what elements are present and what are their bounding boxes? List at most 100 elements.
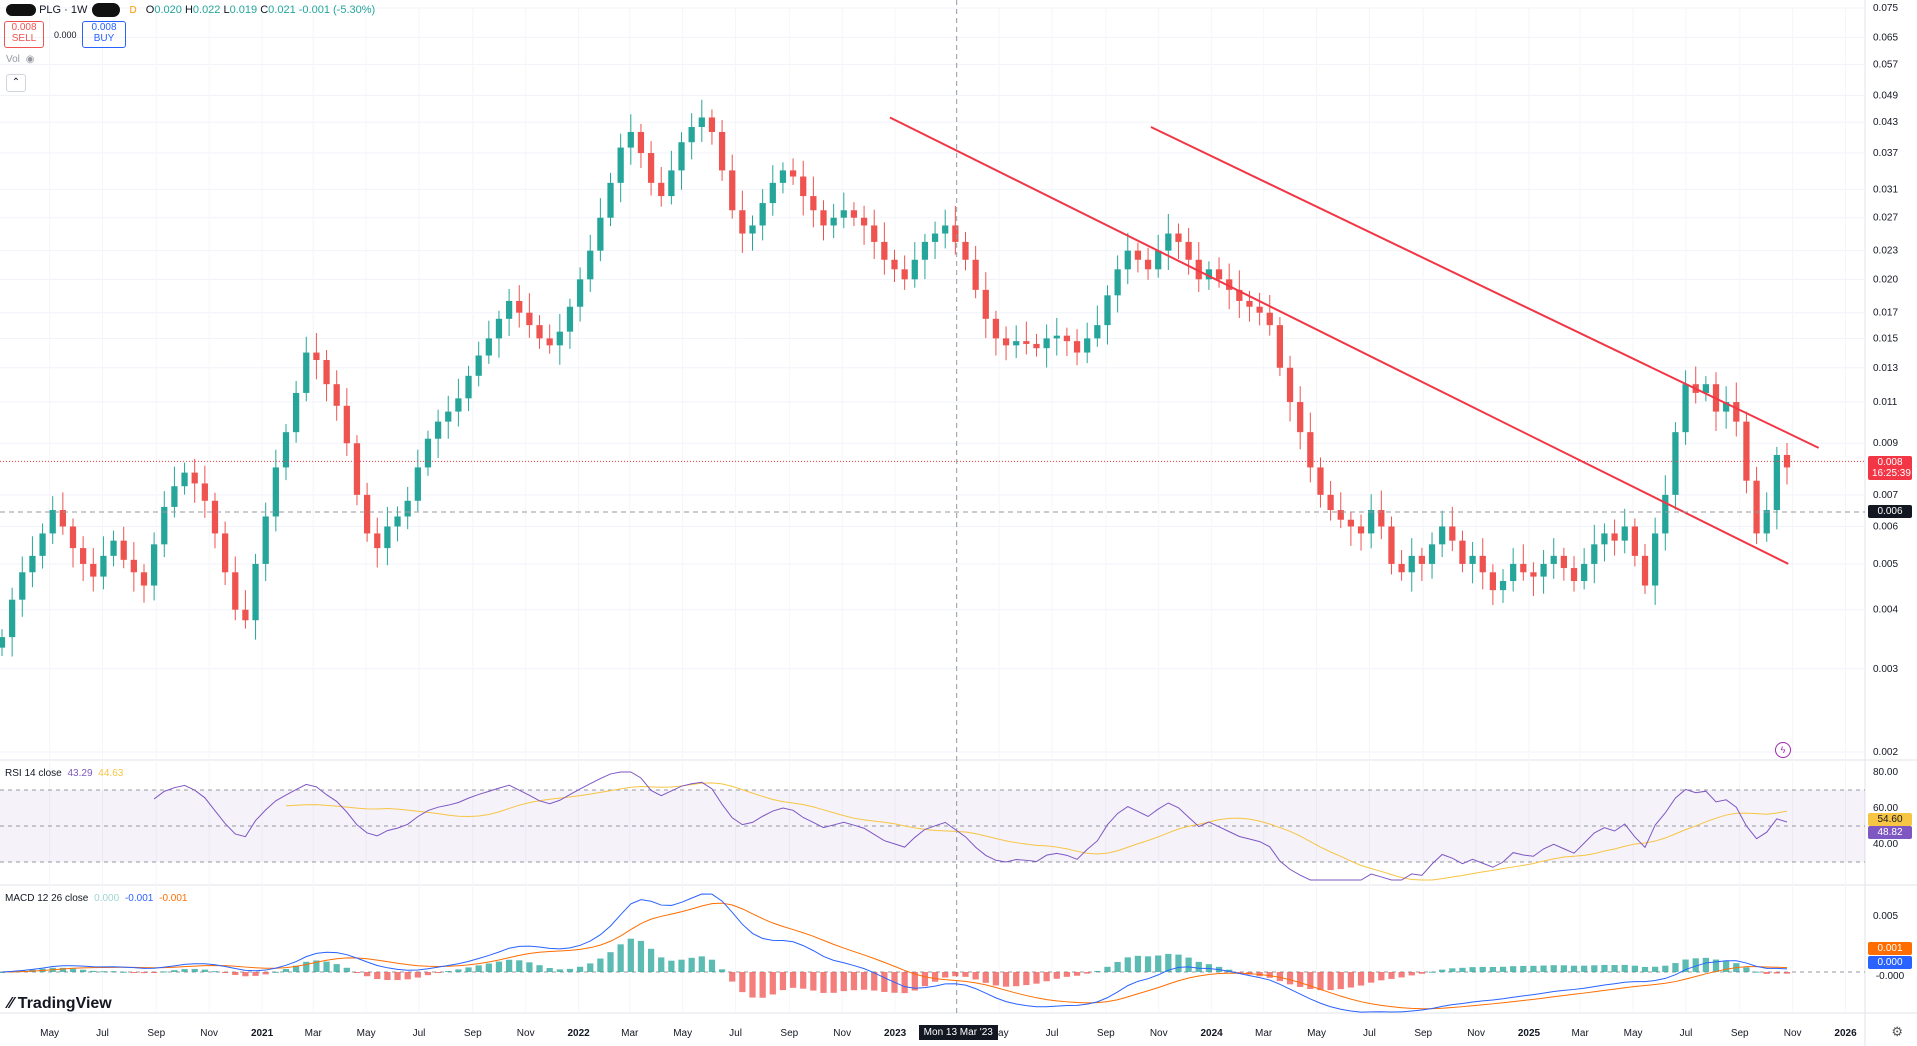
macd-histogram-bar xyxy=(1702,957,1709,972)
macd-histogram-bar xyxy=(323,961,330,972)
lightning-icon[interactable]: ϟ xyxy=(1775,742,1791,758)
candle-body xyxy=(566,306,574,332)
volume-legend: Vol ◉ xyxy=(6,54,34,65)
macd-histogram-bar xyxy=(374,972,381,979)
candle-body xyxy=(455,398,462,412)
settings-gear-icon[interactable]: ⚙ xyxy=(1891,1024,1903,1039)
collapse-chevron-icon[interactable]: ⌃ xyxy=(6,74,26,92)
candle-body xyxy=(495,318,503,339)
candle-body xyxy=(820,210,827,226)
candle-body xyxy=(1763,510,1770,534)
macd-histogram-bar xyxy=(1479,966,1486,972)
macd-histogram-bar xyxy=(384,972,391,980)
time-tick-label: Sep xyxy=(1097,1028,1115,1039)
candle-body xyxy=(1723,402,1730,412)
macd-histogram-bar xyxy=(1104,966,1111,972)
candle-body xyxy=(576,279,584,307)
candle-body xyxy=(384,526,391,549)
candle-body xyxy=(1327,494,1334,511)
macd-histogram-bar xyxy=(962,972,969,977)
last-price-tag: 0.008 16:25:39 xyxy=(1868,456,1912,480)
time-tick-label: Mar xyxy=(1255,1028,1273,1039)
macd-histogram-bar xyxy=(1124,957,1131,972)
candle-body xyxy=(972,259,979,290)
macd-histogram-bar xyxy=(668,960,675,972)
macd-histogram-bar xyxy=(1094,970,1101,972)
buy-button[interactable]: 0.008 BUY xyxy=(82,21,126,48)
time-tick-label: Jul xyxy=(1046,1028,1059,1039)
price-tick-label: 0.006 xyxy=(1873,521,1898,532)
time-tick-label: 2026 xyxy=(1834,1028,1857,1039)
candle-body xyxy=(1469,555,1476,564)
candle-body xyxy=(465,375,472,399)
candle-body xyxy=(343,405,350,444)
macd-histogram-bar xyxy=(1682,959,1689,972)
interval-label[interactable]: 1W xyxy=(70,3,88,16)
candle-body xyxy=(1682,384,1689,433)
macd-histogram-bar xyxy=(1631,965,1638,972)
time-tick-label: Mar xyxy=(1572,1028,1590,1039)
macd-histogram-bar xyxy=(242,972,249,977)
macd-histogram-bar xyxy=(140,972,148,974)
candle-body xyxy=(221,533,229,573)
macd-hist-value: 0.000 xyxy=(94,893,120,904)
time-tick-label: May xyxy=(1307,1028,1326,1039)
macd-histogram-bar xyxy=(810,972,817,991)
candle-body xyxy=(617,147,624,183)
candle-body xyxy=(272,467,279,517)
candle-body xyxy=(434,421,442,439)
brand-logo[interactable]: ⁄⁄ TradingView xyxy=(8,995,112,1013)
candle-body xyxy=(840,210,847,218)
macd-histogram-bar xyxy=(678,959,685,972)
candle-body xyxy=(1449,526,1456,541)
macd-histogram-bar xyxy=(1712,959,1720,972)
sell-button[interactable]: 0.008 SELL xyxy=(4,21,44,48)
time-tick-label: Nov xyxy=(517,1028,535,1039)
candle-body xyxy=(1276,325,1284,368)
macd-histogram-bar xyxy=(1165,953,1172,972)
macd-histogram-bar xyxy=(434,972,442,973)
candle-body xyxy=(871,225,878,242)
time-tick-label: Nov xyxy=(1150,1028,1168,1039)
candle-body xyxy=(1459,540,1466,564)
candle-body xyxy=(1773,454,1780,511)
candle-body xyxy=(1550,555,1557,564)
macd-histogram-bar xyxy=(1570,965,1578,972)
macd-histogram-bar xyxy=(1428,971,1436,973)
macd-histogram-bar xyxy=(1053,972,1060,979)
candle-body xyxy=(708,117,716,132)
candle-body xyxy=(1520,563,1527,573)
time-tick-label: 2022 xyxy=(567,1028,590,1039)
candle-body xyxy=(718,131,726,171)
symbol-name[interactable]: PLG xyxy=(39,3,62,16)
candle-body xyxy=(952,225,959,242)
price-tick-label: 0.013 xyxy=(1873,363,1898,374)
time-tick-label: May xyxy=(40,1028,59,1039)
macd-histogram-bar xyxy=(1073,972,1081,976)
price-tick-label: 0.049 xyxy=(1873,90,1898,101)
macd-histogram-bar xyxy=(1175,954,1182,972)
macd-histogram-bar xyxy=(789,972,797,988)
candle-body xyxy=(404,500,411,517)
macd-histogram-bar xyxy=(1540,965,1547,972)
time-tick-label: Nov xyxy=(1467,1028,1485,1039)
candle-body xyxy=(1297,402,1304,433)
candle-body xyxy=(424,438,432,468)
eye-icon[interactable]: ◉ xyxy=(25,54,35,65)
macd-histogram-bar xyxy=(647,948,655,972)
macd-histogram-bar xyxy=(59,967,66,972)
macd-histogram-bar xyxy=(566,968,574,972)
candle-body xyxy=(698,117,705,128)
macd-histogram-bar xyxy=(1753,971,1760,973)
candle-body xyxy=(668,170,675,197)
macd-histogram-bar xyxy=(952,972,959,977)
macd-histogram-bar xyxy=(1499,966,1507,972)
candle-body xyxy=(0,637,6,648)
ohlc-key: H xyxy=(184,3,193,16)
candle-body xyxy=(1104,295,1111,326)
time-tick-label: May xyxy=(673,1028,692,1039)
legend-bar: PLG · 1W D O0.020 H0.022 L0.019 C0.021 -… xyxy=(6,3,375,17)
price-tick-label: 0.057 xyxy=(1873,59,1898,70)
price-tick-label: 0.004 xyxy=(1873,605,1898,616)
